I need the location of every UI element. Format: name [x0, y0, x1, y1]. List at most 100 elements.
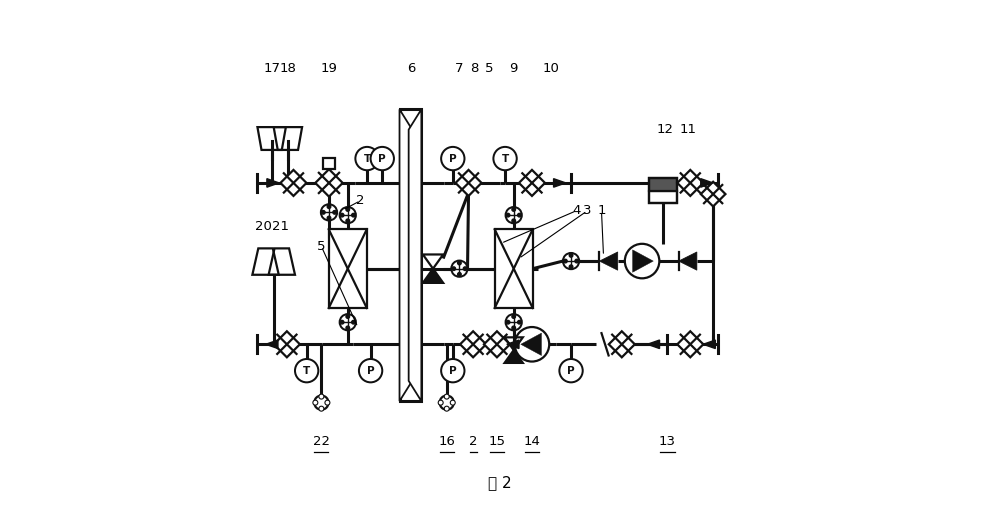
Text: 15: 15: [488, 435, 505, 448]
Circle shape: [450, 400, 455, 405]
Circle shape: [313, 400, 318, 405]
Text: 6: 6: [407, 62, 415, 75]
Circle shape: [493, 147, 517, 170]
Circle shape: [340, 213, 344, 217]
Circle shape: [440, 396, 454, 410]
Text: 图 2: 图 2: [488, 475, 512, 490]
Text: 2: 2: [356, 194, 365, 207]
Polygon shape: [677, 170, 703, 196]
Text: 2: 2: [469, 435, 477, 448]
Circle shape: [512, 326, 515, 330]
Text: 11: 11: [679, 123, 696, 136]
Polygon shape: [267, 179, 279, 187]
Circle shape: [325, 400, 330, 405]
Circle shape: [340, 314, 356, 330]
Circle shape: [333, 210, 336, 214]
Polygon shape: [519, 170, 545, 196]
Circle shape: [340, 321, 344, 324]
Circle shape: [506, 314, 522, 330]
Circle shape: [441, 147, 464, 170]
Polygon shape: [609, 331, 635, 357]
Polygon shape: [679, 252, 697, 270]
Text: 5: 5: [317, 240, 326, 253]
Polygon shape: [409, 109, 421, 401]
Text: 18: 18: [280, 62, 297, 75]
Circle shape: [518, 213, 521, 217]
Circle shape: [559, 359, 583, 382]
Text: 4: 4: [572, 204, 580, 218]
Polygon shape: [400, 109, 412, 401]
Bar: [323, 158, 335, 169]
Polygon shape: [507, 340, 519, 348]
Circle shape: [327, 205, 331, 208]
Circle shape: [518, 321, 521, 324]
Circle shape: [506, 213, 510, 217]
Circle shape: [563, 253, 579, 269]
Circle shape: [512, 315, 515, 319]
Circle shape: [506, 207, 522, 223]
Circle shape: [295, 359, 318, 382]
Bar: [329, 229, 367, 308]
Circle shape: [346, 315, 350, 319]
Circle shape: [463, 267, 467, 270]
Polygon shape: [701, 182, 725, 206]
Circle shape: [515, 327, 549, 362]
Bar: [649, 178, 677, 190]
Bar: [495, 229, 533, 308]
Circle shape: [359, 359, 382, 382]
Circle shape: [444, 394, 449, 399]
Circle shape: [355, 147, 379, 170]
Circle shape: [564, 259, 567, 263]
Text: 14: 14: [524, 435, 540, 448]
Circle shape: [458, 261, 461, 265]
Polygon shape: [677, 331, 703, 357]
Circle shape: [441, 359, 464, 382]
Text: P: P: [378, 153, 386, 164]
Text: T: T: [303, 366, 310, 376]
Text: 19: 19: [321, 62, 337, 75]
Circle shape: [575, 259, 579, 263]
Text: 17: 17: [263, 62, 280, 75]
Bar: [649, 178, 677, 203]
Circle shape: [346, 219, 350, 223]
Circle shape: [506, 321, 510, 324]
Text: P: P: [567, 366, 575, 376]
Circle shape: [352, 213, 355, 217]
Circle shape: [438, 400, 443, 405]
Text: P: P: [449, 153, 457, 164]
Circle shape: [569, 253, 573, 257]
Text: 7: 7: [455, 62, 464, 75]
Polygon shape: [521, 333, 541, 356]
Text: P: P: [367, 366, 374, 376]
Polygon shape: [280, 170, 306, 196]
Circle shape: [314, 396, 328, 410]
Circle shape: [458, 272, 461, 276]
Polygon shape: [266, 340, 278, 348]
Circle shape: [512, 219, 515, 223]
Polygon shape: [456, 170, 482, 196]
Text: 12: 12: [656, 123, 673, 136]
Circle shape: [346, 326, 350, 330]
Text: P: P: [449, 366, 457, 376]
Circle shape: [371, 147, 394, 170]
Circle shape: [569, 265, 573, 268]
Text: T: T: [501, 153, 509, 164]
Text: 9: 9: [510, 62, 518, 75]
Text: 3: 3: [583, 204, 592, 218]
Bar: [649, 190, 677, 203]
Circle shape: [512, 208, 515, 211]
Text: 8: 8: [470, 62, 479, 75]
Text: 21: 21: [272, 220, 289, 232]
Circle shape: [451, 261, 468, 277]
Circle shape: [352, 321, 355, 324]
Circle shape: [452, 267, 456, 270]
Polygon shape: [703, 340, 715, 348]
Circle shape: [625, 244, 659, 279]
Circle shape: [346, 208, 350, 211]
Text: 16: 16: [438, 435, 455, 448]
Polygon shape: [484, 331, 510, 357]
Polygon shape: [423, 269, 443, 283]
Polygon shape: [599, 252, 618, 270]
Text: 1: 1: [597, 204, 606, 218]
Circle shape: [321, 204, 337, 221]
